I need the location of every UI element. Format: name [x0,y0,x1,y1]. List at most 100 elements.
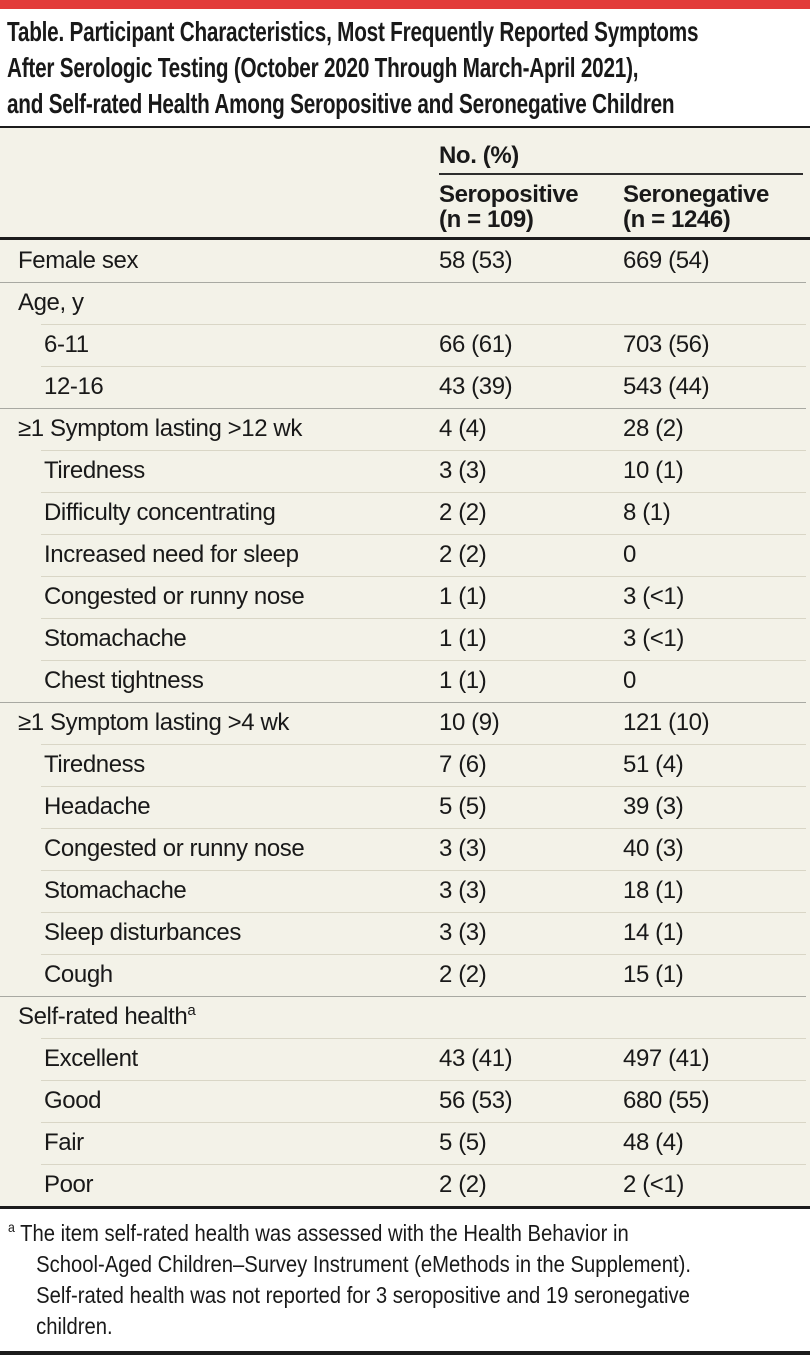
row-label: Congested or runny nose [0,583,439,611]
table-row: 6-11 66 (61) 703 (56) [0,324,810,366]
row-label-text: Increased need for sleep [44,541,299,568]
table-row: Congested or runny nose 3 (3) 40 (3) [0,828,810,870]
row-divider [41,786,806,787]
row-label-text: Difficulty concentrating [44,499,276,526]
table-row: Tiredness 7 (6) 51 (4) [0,744,810,786]
row-label: Cough [0,961,439,989]
row-label: 12-16 [0,373,439,401]
row-label-text: Excellent [44,1045,138,1072]
table-row: Sleep disturbances 3 (3) 14 (1) [0,912,810,954]
row-label-text: Sleep disturbances [44,919,241,946]
cell-seronegative: 121 (10) [623,709,710,736]
cell-seronegative: 0 [623,541,636,568]
cell-seronegative: 28 (2) [623,415,684,442]
row-label: Tiredness [0,457,439,485]
cell-seronegative: 3 (<1) [623,583,684,610]
row-divider [41,660,806,661]
cell-seropositive: 1 (1) [439,583,487,610]
table-row: Stomachache 1 (1) 3 (<1) [0,618,810,660]
table-row: Poor 2 (2) 2 (<1) [0,1164,810,1206]
row-label: Difficulty concentrating [0,499,439,527]
cell-seropositive: 66 (61) [439,331,513,358]
row-divider [41,828,806,829]
table-row: ≥1 Symptom lasting >12 wk 4 (4) 28 (2) [0,408,810,450]
cell-seronegative: 10 (1) [623,457,684,484]
cell-seronegative: 703 (56) [623,331,710,358]
row-label-text: Congested or runny nose [44,583,305,610]
table-row: ≥1 Symptom lasting >4 wk 10 (9) 121 (10) [0,702,810,744]
cell-seropositive: 3 (3) [439,919,487,946]
cell-seronegative: 0 [623,667,636,694]
column-group-header: No. (%) [439,143,803,175]
table-row: Headache 5 (5) 39 (3) [0,786,810,828]
row-label: Stomachache [0,877,439,905]
cell-seropositive: 10 (9) [439,709,500,736]
row-divider [41,366,806,367]
row-label-text: Female sex [18,247,139,274]
cell-seropositive: 43 (41) [439,1045,513,1072]
row-label-text: ≥1 Symptom lasting >4 wk [18,709,290,736]
table-row: Chest tightness 1 (1) 0 [0,660,810,702]
footnote-line: School-Aged Children–Survey Instrument (… [36,1251,691,1277]
row-label-text: Chest tightness [44,667,204,694]
row-divider [41,1164,806,1165]
cell-seropositive: 58 (53) [439,247,513,274]
row-divider [41,1038,806,1039]
row-label: Tiredness [0,751,439,779]
column-group-label: No. (%) [439,142,519,169]
cell-seronegative: 14 (1) [623,919,684,946]
column-header-label: Seropositive [439,181,579,208]
row-divider [41,324,806,325]
footnote: a The item self-rated health was assessed… [0,1209,810,1342]
row-label: Congested or runny nose [0,835,439,863]
cell-seropositive: 5 (5) [439,1129,487,1156]
journal-accent-bar [0,0,810,9]
row-label-text: Age, y [18,289,84,316]
row-label-text: Congested or runny nose [44,835,305,862]
cell-seronegative: 48 (4) [623,1129,684,1156]
row-label-text: 12-16 [44,373,104,400]
cell-seropositive: 3 (3) [439,835,487,862]
row-label-text: Good [44,1087,102,1114]
row-label: ≥1 Symptom lasting >4 wk [0,709,439,737]
row-label: Excellent [0,1045,439,1073]
row-label-text: Stomachache [44,625,187,652]
table-row: Difficulty concentrating 2 (2) 8 (1) [0,492,810,534]
table-row: Fair 5 (5) 48 (4) [0,1122,810,1164]
table-row: 12-16 43 (39) 543 (44) [0,366,810,408]
cell-seronegative: 8 (1) [623,499,671,526]
row-label: Self-rated healtha [0,1003,439,1031]
cell-seronegative: 669 (54) [623,247,710,274]
column-header-n: (n = 1246) [623,206,731,233]
cell-seronegative: 497 (41) [623,1045,710,1072]
row-divider [0,282,806,283]
table-row: Cough 2 (2) 15 (1) [0,954,810,996]
row-label-text: Fair [44,1129,84,1156]
cell-seropositive: 56 (53) [439,1087,513,1114]
cell-seropositive: 3 (3) [439,457,487,484]
cell-seropositive: 4 (4) [439,415,487,442]
footnote-line: Self-rated health was not reported for 3… [36,1282,690,1308]
cell-seronegative: 40 (3) [623,835,684,862]
table-row: Increased need for sleep 2 (2) 0 [0,534,810,576]
cell-seropositive: 43 (39) [439,373,513,400]
column-header-seropositive: Seropositive (n = 109) [439,182,623,232]
row-label: Fair [0,1129,439,1157]
cell-seropositive: 2 (2) [439,961,487,988]
row-label: Age, y [0,289,439,317]
cell-seropositive: 3 (3) [439,877,487,904]
cell-seropositive: 2 (2) [439,541,487,568]
column-header-seronegative: Seronegative (n = 1246) [623,182,769,232]
row-label-text: Cough [44,961,113,988]
row-divider [0,702,806,703]
table-row: Stomachache 3 (3) 18 (1) [0,870,810,912]
row-label-sup: a [187,1002,196,1019]
table-row: Excellent 43 (41) 497 (41) [0,1038,810,1080]
row-divider [41,744,806,745]
row-divider [41,492,806,493]
cell-seropositive: 2 (2) [439,1171,487,1198]
footnote-marker: a [8,1219,15,1236]
cell-seronegative: 51 (4) [623,751,684,778]
table-row: Good 56 (53) 680 (55) [0,1080,810,1122]
cell-seronegative: 680 (55) [623,1087,710,1114]
